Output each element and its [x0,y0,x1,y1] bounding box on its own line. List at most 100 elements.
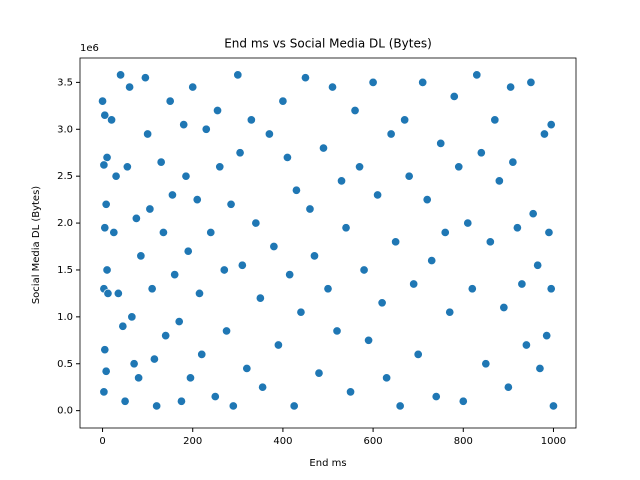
point [99,160,109,170]
point [542,331,552,341]
point [174,316,184,327]
point [101,366,111,376]
point [242,363,252,373]
point [103,288,113,298]
x-tick-label: 200 [183,436,202,447]
point [282,152,292,162]
point [125,82,135,92]
point [418,77,428,87]
x-tick-label: 1000 [541,436,566,447]
point [161,331,171,341]
point [445,307,455,317]
x-tick-label: 600 [364,436,383,447]
point [359,265,369,275]
point [508,157,518,167]
point [323,284,333,294]
point [427,256,437,266]
plot-frame [79,57,577,429]
point [219,265,229,275]
point [535,363,545,373]
point [431,392,441,402]
y-offset-label: 1e6 [80,43,99,54]
point [544,227,554,237]
point [212,105,223,116]
point [506,82,516,92]
point [116,70,126,80]
point [136,251,146,261]
x-tick-label: 0 [99,436,105,447]
point [494,176,504,186]
point [327,82,338,92]
point [458,396,468,406]
point [533,260,543,270]
point [170,270,180,280]
point [395,401,405,411]
point [341,223,351,233]
point [336,176,347,186]
point [111,171,121,181]
point [192,195,202,205]
point [350,105,360,116]
point [548,401,559,411]
point [185,373,196,383]
point [449,91,459,102]
point [113,288,123,298]
point [296,307,306,317]
point [258,382,268,392]
point [485,237,495,247]
point [512,223,522,233]
point [377,298,387,308]
point [215,162,225,172]
point [472,70,482,80]
point [129,359,139,369]
point [305,204,315,214]
point [206,227,216,237]
point [167,190,177,200]
point [226,199,236,209]
point [147,284,157,294]
x-tick-label: 400 [273,436,292,447]
point [490,115,500,125]
point [382,373,392,383]
point [476,148,486,158]
point [454,162,464,172]
point [269,241,279,252]
point [386,129,396,139]
point [413,349,423,359]
point [102,152,112,162]
point [143,129,153,139]
point [467,284,477,294]
point [176,396,187,406]
point [134,373,144,383]
point [373,190,383,200]
point [546,284,556,294]
x-tick-label: 800 [454,436,473,447]
point [368,77,378,87]
x-axis-label: End ms [309,458,346,469]
point [120,396,130,406]
point [528,209,538,219]
point [101,199,111,209]
y-tick-label: 3.0 [57,124,73,135]
point [503,382,513,392]
point [300,73,311,83]
point [201,124,211,134]
point [264,129,274,139]
point [99,387,109,397]
point [188,82,198,92]
point [156,157,166,167]
point [131,213,141,223]
point [422,195,432,205]
point [332,326,342,336]
point [436,138,446,148]
point [404,171,414,181]
point [499,302,509,313]
point [309,251,320,261]
point [181,171,191,181]
y-tick-label: 1.5 [57,265,73,276]
point [197,349,207,359]
chart-title: End ms vs Social Media DL (Bytes) [224,37,432,51]
point [158,227,168,237]
